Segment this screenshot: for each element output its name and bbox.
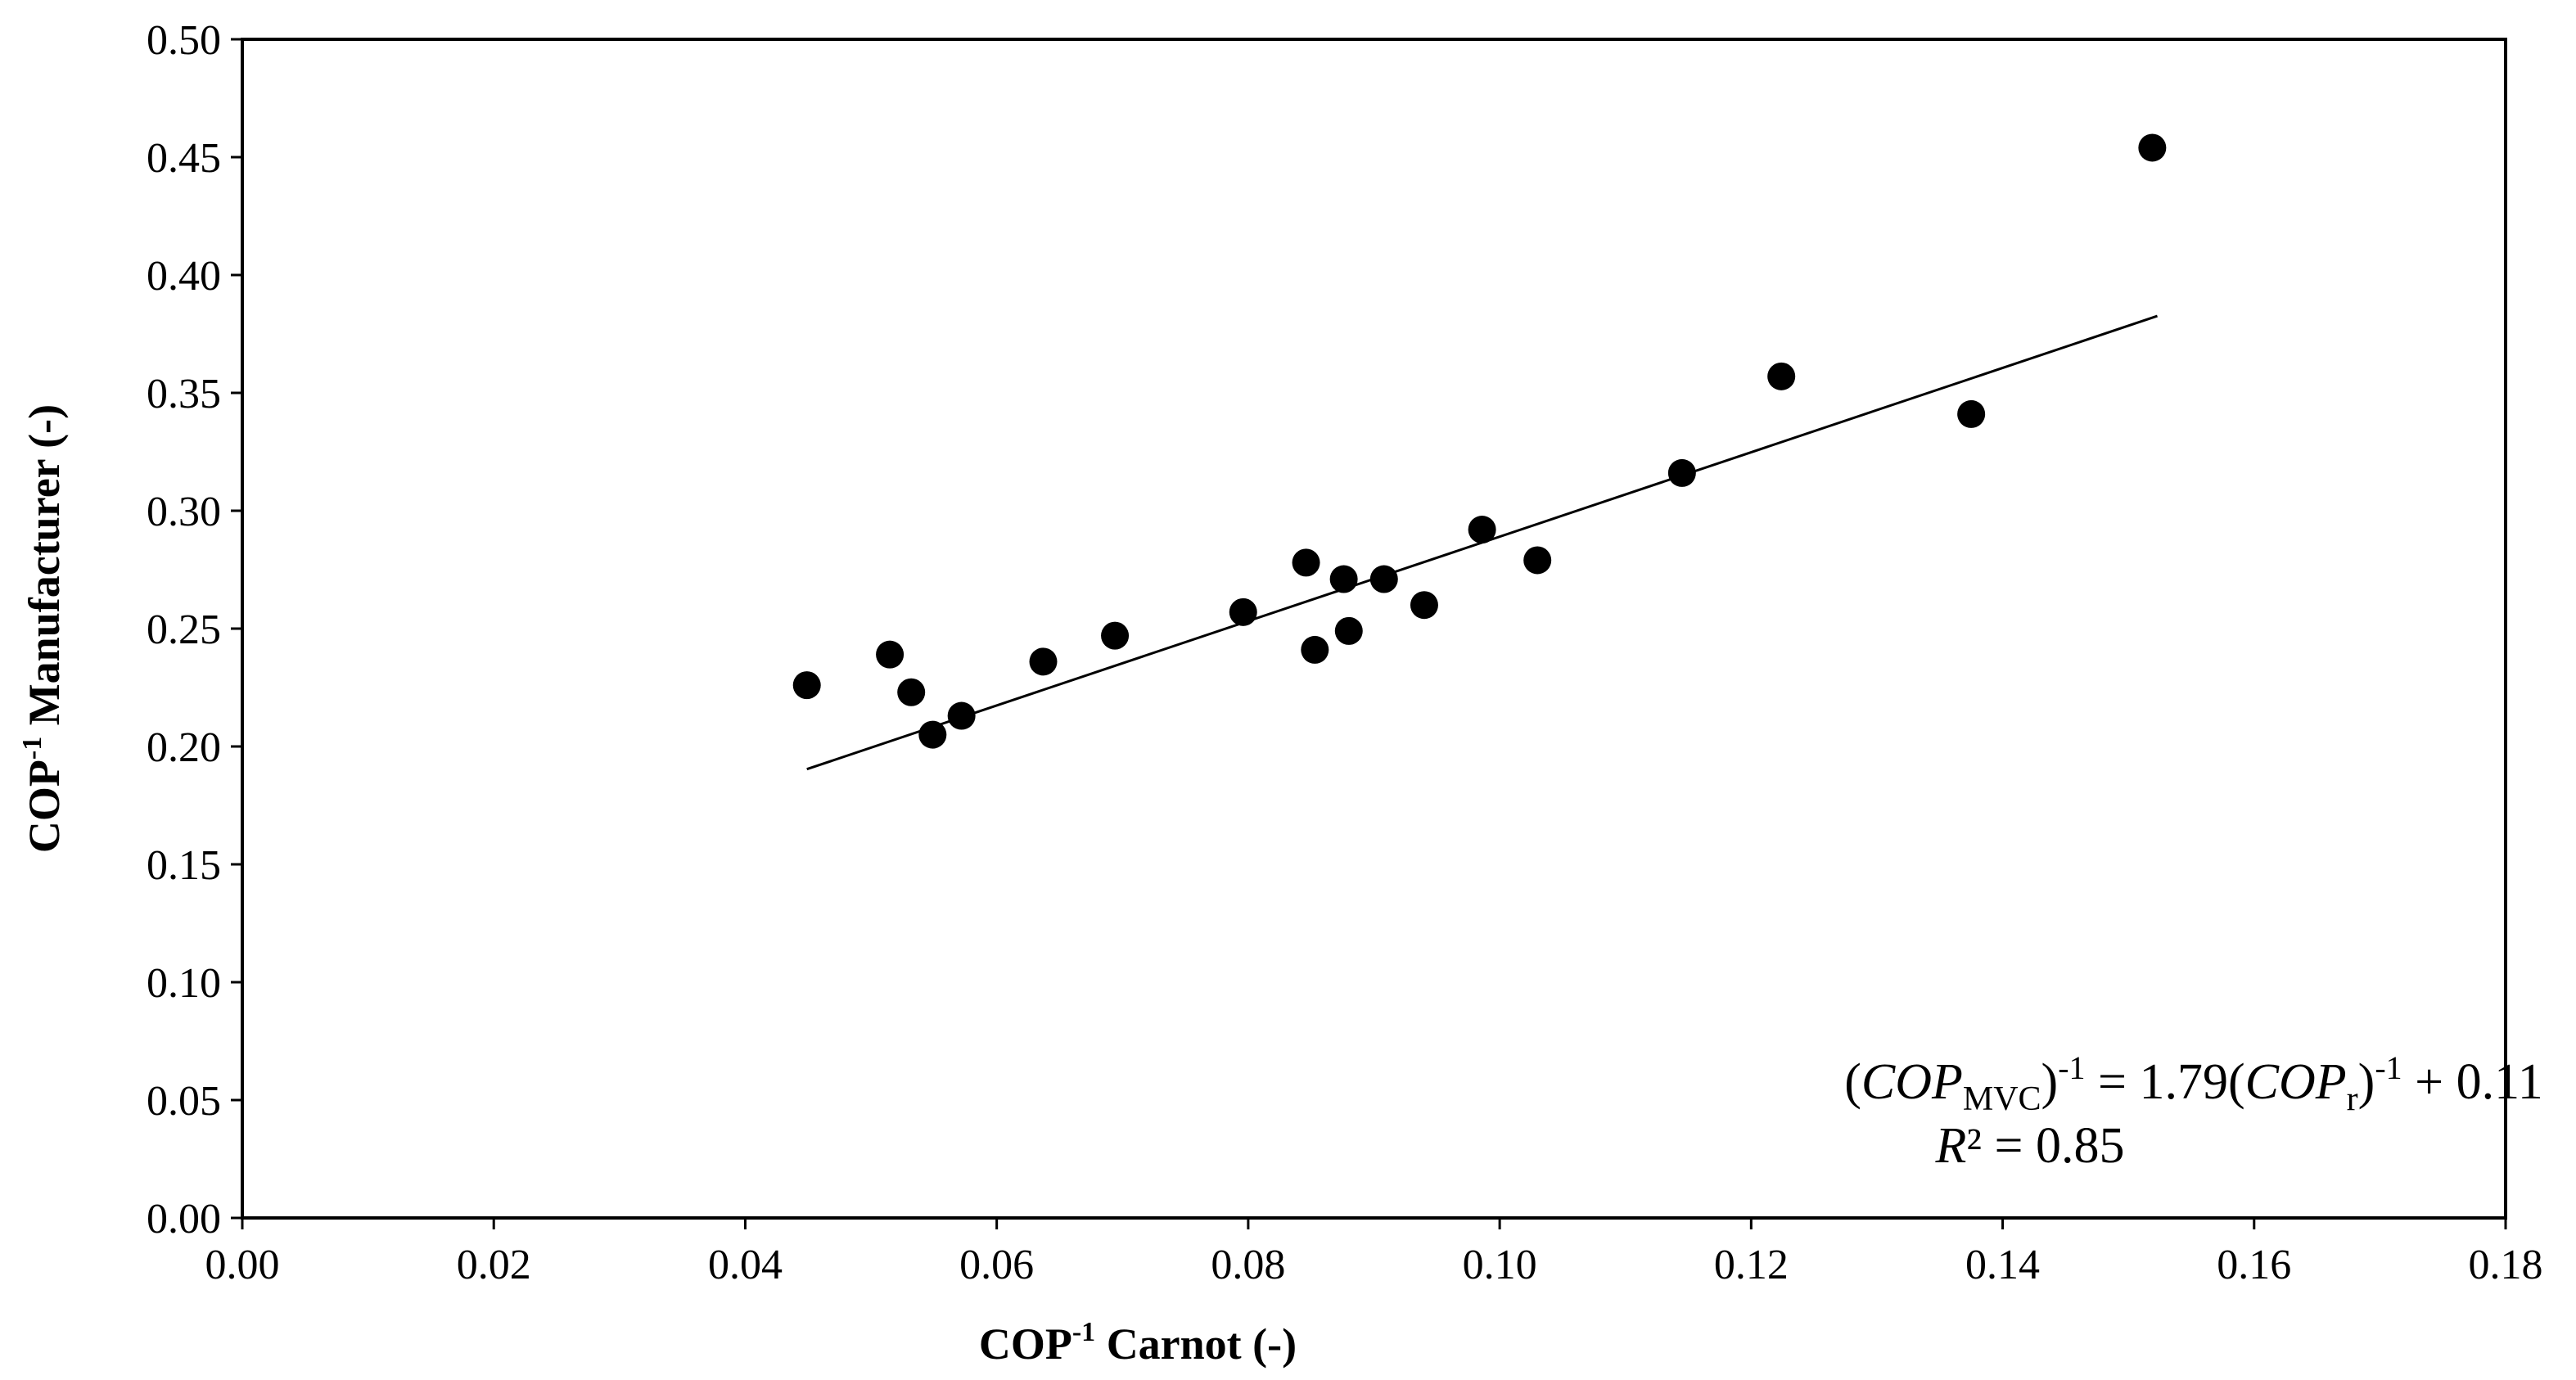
y-tick-label: 0.40 [147,253,221,300]
data-point [947,701,976,730]
x-tick-label: 0.16 [2217,1242,2291,1288]
x-tick-label: 0.14 [1965,1242,2040,1288]
x-axis-title-sup: -1 [1072,1317,1095,1347]
y-tick-label: 0.50 [147,17,221,64]
y-axis-title: COP-1 Manufacturer (-) [17,404,69,853]
data-point [1101,621,1130,650]
x-axis-title-post: Carnot (-) [1095,1319,1297,1369]
data-point [918,720,947,749]
y-tick-label: 0.30 [147,489,221,535]
eq-mid: = 1.79( [2086,1054,2245,1110]
x-tick-label: 0.10 [1463,1242,1537,1288]
r-squared-label: R² = 0.85 [1935,1118,2125,1174]
data-point [1468,516,1496,544]
eq-cop-b: COP [2245,1054,2347,1110]
eq-tail: + 0.11 [2402,1054,2543,1110]
r-squared-value: ² = 0.85 [1966,1118,2124,1174]
data-point [897,678,926,706]
eq-sub-a: MVC [1963,1080,2041,1118]
eq-open: ( [1844,1054,1861,1110]
y-tick-label: 0.05 [147,1078,221,1125]
y-tick-label: 0.25 [147,607,221,653]
eq-sup-b: -1 [2375,1049,2402,1086]
data-points [792,133,2167,749]
data-point [1229,598,1257,626]
x-axis-ticks: 0.00 0.02 0.04 0.06 0.08 0.10 0.12 0.14 0.16 0.18 [205,1218,2543,1288]
y-tick-label: 0.15 [147,842,221,889]
data-point [1523,546,1552,575]
x-tick-label: 0.04 [708,1242,783,1288]
x-tick-label: 0.02 [457,1242,531,1288]
r-squared-symbol: R [1935,1118,1967,1174]
y-axis-title-sup: -1 [17,737,47,760]
data-point [792,671,821,700]
data-point [1029,647,1058,676]
data-point [1410,591,1438,620]
x-tick-label: 0.06 [959,1242,1034,1288]
x-tick-label: 0.08 [1211,1242,1285,1288]
plot-area [241,38,2507,1220]
data-point [1767,362,1796,390]
eq-cop-a: COP [1861,1054,1963,1110]
y-tick-label: 0.35 [147,371,221,417]
data-point [1329,565,1358,593]
x-tick-label: 0.18 [2469,1242,2543,1288]
y-axis-title-post: Manufacturer (-) [20,404,69,737]
data-point [1292,548,1320,577]
data-point [2138,133,2167,162]
y-tick-label: 0.20 [147,724,221,771]
regression-equation: (COPMVC)-1 = 1.79(COPr)-1 + 0.11 [1844,1049,2543,1118]
y-tick-label: 0.10 [147,960,221,1007]
x-axis-title-pre: COP [979,1319,1072,1369]
eq-sup-a: -1 [2058,1049,2085,1086]
data-point [1369,565,1398,593]
eq-close-b: ) [2358,1054,2375,1110]
eq-close-a: ) [2041,1054,2059,1110]
x-tick-label: 0.12 [1714,1242,1789,1288]
eq-sub-b: r [2347,1080,2358,1118]
data-point [1667,458,1696,487]
x-tick-label: 0.00 [205,1242,280,1288]
x-axis-title: COP-1 Carnot (-) [979,1317,1297,1369]
data-point [1334,616,1363,645]
y-axis-title-pre: COP [20,760,69,853]
data-point [1301,635,1329,664]
data-point [1957,399,1986,428]
data-point [876,640,905,669]
y-tick-label: 0.00 [147,1196,221,1242]
y-axis-ticks: 0.00 0.05 0.10 0.15 0.20 0.25 0.30 0.35 0.40 0.45… [147,17,242,1242]
y-tick-label: 0.45 [147,135,221,182]
